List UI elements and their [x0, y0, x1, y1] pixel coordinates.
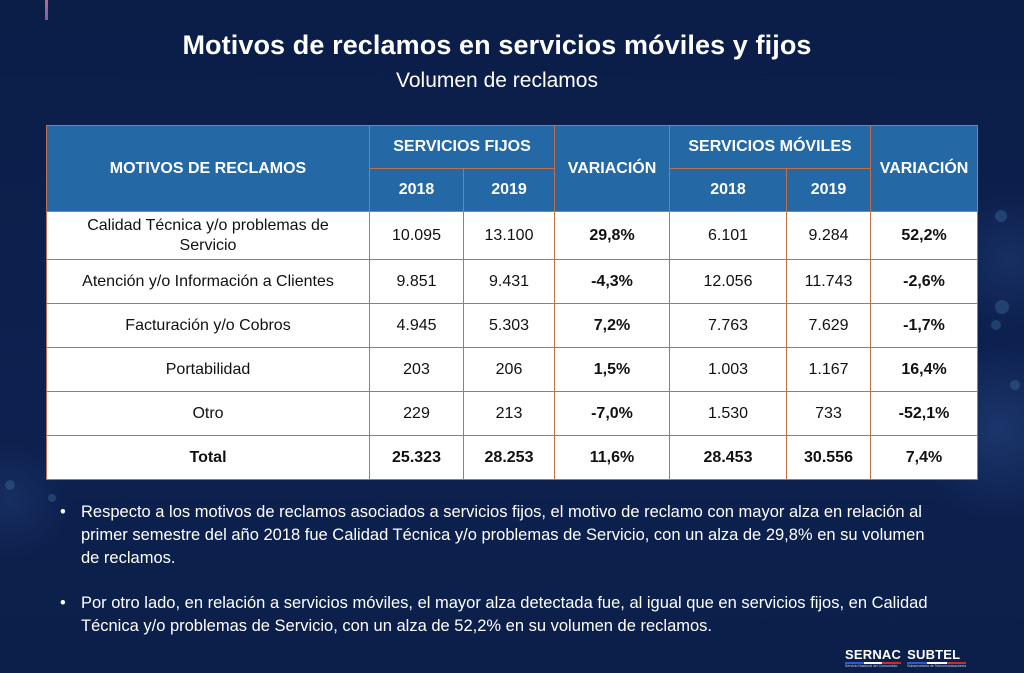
moviles-2019-cell: 7.629: [785, 303, 872, 348]
table-row: Otro 229 213 -7,0% 1.530 733 -52,1%: [46, 391, 979, 436]
variacion-moviles-cell: 52,2%: [870, 211, 979, 260]
bullet-text: Por otro lado, en relación a servicios m…: [81, 594, 928, 635]
variacion-fijos-cell: 29,8%: [554, 211, 670, 260]
variacion-fijos-cell: 1,5%: [554, 347, 670, 392]
header-servicios-fijos: SERVICIOS FIJOS: [369, 125, 555, 169]
header-variacion-fijos: VARIACIÓN: [554, 125, 670, 212]
logo-group: SERNAC Servicio Nacional del Consumidor …: [845, 647, 967, 670]
variacion-moviles-cell: 16,4%: [870, 347, 979, 392]
variacion-moviles-cell: -1,7%: [870, 303, 979, 348]
total-label-cell: Total: [46, 435, 370, 480]
page-subtitle: Volumen de reclamos: [396, 69, 598, 92]
variacion-moviles-cell: -52,1%: [870, 391, 979, 436]
total-moviles-2019-cell: 30.556: [785, 435, 872, 480]
motivo-cell: Calidad Técnica y/o problemas de Servici…: [46, 211, 370, 260]
bokeh-decoration: [5, 480, 15, 490]
bokeh-decoration: [1010, 380, 1020, 390]
moviles-2018-cell: 6.101: [669, 211, 787, 260]
fijos-2018-cell: 203: [369, 347, 464, 392]
bullet-text: Respecto a los motivos de reclamos asoci…: [81, 503, 925, 567]
page-title: Motivos de reclamos en servicios móviles…: [182, 30, 812, 60]
total-fijos-2018-cell: 25.323: [369, 435, 464, 480]
bokeh-decoration: [995, 210, 1007, 222]
bokeh-decoration: [48, 494, 56, 502]
fijos-2019-cell: 213: [463, 391, 555, 436]
flag-stripe-icon: [845, 662, 902, 664]
subtel-logo-name: SUBTEL: [907, 647, 961, 662]
moviles-2018-cell: 7.763: [669, 303, 787, 348]
bullet-item: • Respecto a los motivos de reclamos aso…: [60, 501, 940, 570]
motivo-cell: Portabilidad: [46, 347, 370, 392]
header-servicios-moviles: SERVICIOS MÓVILES: [668, 125, 872, 169]
moviles-2019-cell: 11.743: [785, 259, 872, 304]
table-header-row: MOTIVOS DE RECLAMOS SERVICIOS FIJOS VARI…: [46, 125, 979, 212]
subtel-logo-tagline: Subsecretaría de Telecomunicaciones: [907, 664, 967, 668]
fijos-2019-cell: 9.431: [463, 259, 555, 304]
bullet-list: • Respecto a los motivos de reclamos aso…: [60, 501, 940, 660]
moviles-2018-cell: 1.530: [669, 391, 787, 436]
fijos-2019-cell: 206: [463, 347, 555, 392]
table-subheader-row: 2018 2019 2018 2019: [47, 168, 978, 212]
bokeh-decoration: [991, 320, 1001, 330]
motivo-cell: Otro: [46, 391, 370, 436]
fijos-2019-cell: 5.303: [463, 303, 555, 348]
accent-line: [45, 0, 48, 20]
sernac-logo: SERNAC Servicio Nacional del Consumidor: [845, 647, 902, 670]
variacion-fijos-cell: 7,2%: [554, 303, 670, 348]
table-row: Atención y/o Información a Clientes 9.85…: [46, 259, 979, 304]
total-moviles-2018-cell: 28.453: [669, 435, 787, 480]
motivo-cell: Facturación y/o Cobros: [46, 303, 370, 348]
complaints-table: MOTIVOS DE RECLAMOS SERVICIOS FIJOS VARI…: [46, 125, 979, 480]
variacion-fijos-cell: -4,3%: [554, 259, 670, 304]
bullet-dot-icon: •: [60, 594, 66, 612]
moviles-2018-cell: 1.003: [669, 347, 787, 392]
fijos-2018-cell: 229: [369, 391, 464, 436]
header-variacion-moviles: VARIACIÓN: [870, 125, 979, 212]
header-moviles-2019: 2019: [785, 168, 872, 212]
table-row: Facturación y/o Cobros 4.945 5.303 7,2% …: [46, 303, 979, 348]
bullet-dot-icon: •: [60, 503, 66, 521]
header-motivos: MOTIVOS DE RECLAMOS: [46, 125, 370, 212]
header-moviles-2018: 2018: [669, 168, 787, 212]
variacion-moviles-cell: -2,6%: [870, 259, 979, 304]
header-fijos-2018: 2018: [369, 168, 464, 212]
fijos-2019-cell: 13.100: [463, 211, 555, 260]
total-variacion-moviles-cell: 7,4%: [870, 435, 979, 480]
motivo-cell: Atención y/o Información a Clientes: [46, 259, 370, 304]
fijos-2018-cell: 10.095: [369, 211, 464, 260]
sernac-logo-tagline: Servicio Nacional del Consumidor: [845, 664, 898, 668]
variacion-fijos-cell: -7,0%: [554, 391, 670, 436]
bokeh-decoration: [995, 300, 1009, 314]
header-fijos-2019: 2019: [463, 168, 555, 212]
table-row: Portabilidad 203 206 1,5% 1.003 1.167 16…: [46, 347, 979, 392]
moviles-2019-cell: 1.167: [785, 347, 872, 392]
fijos-2018-cell: 9.851: [369, 259, 464, 304]
total-fijos-2019-cell: 28.253: [463, 435, 555, 480]
moviles-2019-cell: 9.284: [785, 211, 872, 260]
flag-stripe-icon: [907, 662, 967, 664]
table-total-row: Total 25.323 28.253 11,6% 28.453 30.556 …: [46, 435, 979, 480]
sernac-logo-name: SERNAC: [845, 647, 902, 662]
subtel-logo: SUBTEL Subsecretaría de Telecomunicacion…: [907, 647, 967, 670]
fijos-2018-cell: 4.945: [369, 303, 464, 348]
total-variacion-fijos-cell: 11,6%: [554, 435, 670, 480]
bullet-item: • Por otro lado, en relación a servicios…: [60, 592, 940, 638]
moviles-2019-cell: 733: [785, 391, 872, 436]
moviles-2018-cell: 12.056: [669, 259, 787, 304]
table-row: Calidad Técnica y/o problemas de Servici…: [46, 211, 979, 260]
